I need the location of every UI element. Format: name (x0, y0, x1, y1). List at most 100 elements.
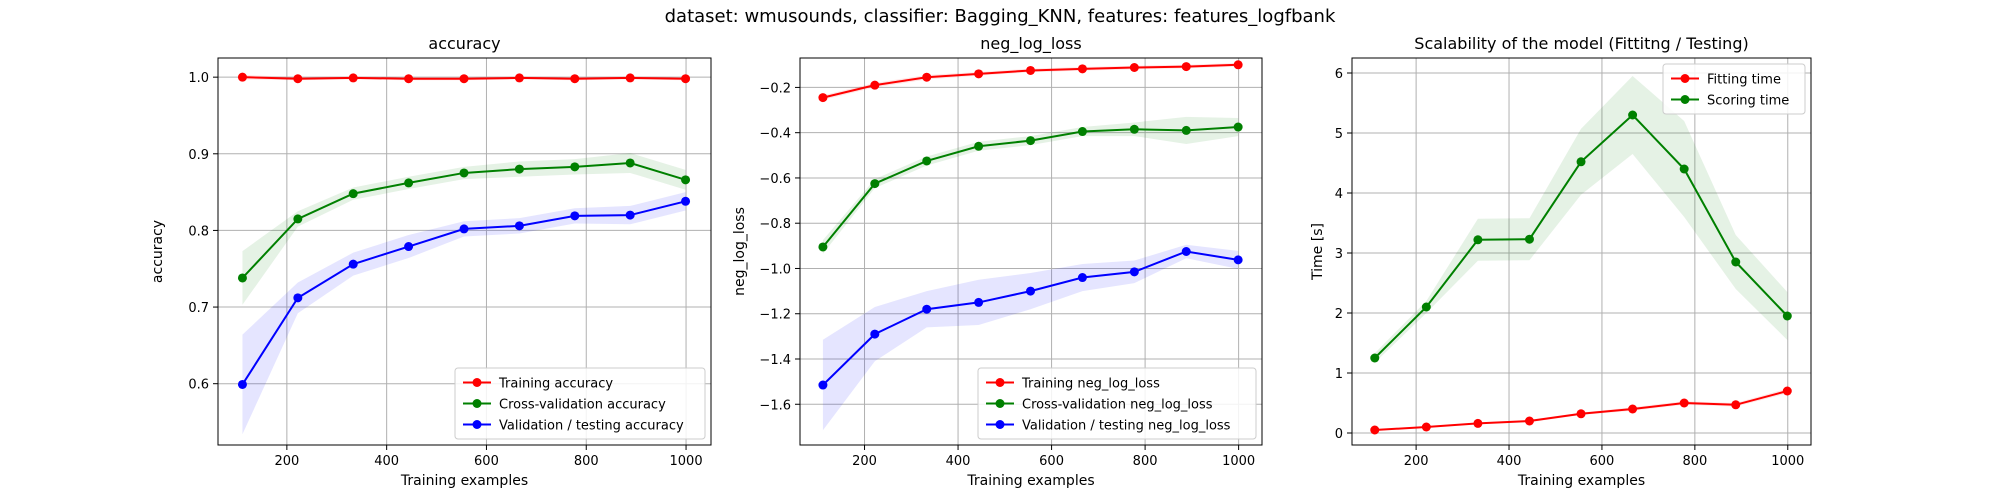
x-tick-label: 200 (274, 454, 299, 469)
legend: Training neg_log_loss Cross-validation ne… (977, 367, 1257, 440)
training-neg-log-loss-point (818, 93, 828, 103)
plot-frame (217, 57, 712, 446)
y-tick-label: −0.6 (759, 172, 791, 187)
fitting-time-point (1421, 422, 1431, 432)
legend-box (1662, 63, 1806, 115)
fitting-time-point (1679, 398, 1689, 408)
legend-swatch-marker (1680, 74, 1690, 83)
legend: Fitting time Scoring time (1662, 63, 1806, 115)
cross-validation-neg-log-loss-point (974, 141, 984, 151)
validation-testing-accuracy-point (514, 221, 524, 231)
y-tick-label: 0.7 (188, 301, 209, 316)
training-neg-log-loss-point (1077, 64, 1087, 74)
y-tick-label: −1.6 (759, 398, 791, 413)
cross-validation-accuracy-point (348, 189, 358, 199)
training-neg-log-loss-point (922, 72, 932, 82)
validation-testing-neg-log-loss-band (822, 244, 1239, 431)
x-axis-label: Training examples (966, 473, 1094, 489)
cross-validation-neg-log-loss-point (1077, 127, 1087, 137)
y-tick-label: −1.2 (759, 308, 791, 323)
x-tick-label: 600 (1039, 454, 1064, 469)
cross-validation-neg-log-loss-point (1233, 122, 1243, 132)
cross-validation-accuracy-point (293, 214, 303, 224)
validation-testing-accuracy-point (293, 293, 303, 303)
training-neg-log-loss-point (870, 80, 880, 90)
cross-validation-accuracy-point (514, 164, 524, 174)
training-accuracy-point (459, 74, 469, 84)
validation-testing-accuracy-point (681, 196, 691, 206)
fitting-time-point (1628, 404, 1638, 414)
x-axis-label: Training examples (1517, 473, 1645, 489)
y-tick-label: 0.8 (188, 224, 209, 239)
legend-swatch-marker (1680, 95, 1690, 104)
training-neg-log-loss-point (974, 69, 984, 79)
training-neg-log-loss-point (1233, 60, 1243, 70)
legend-box (454, 367, 706, 440)
y-tick-label: 5 (1335, 127, 1343, 142)
scoring-time-point (1473, 235, 1483, 245)
fitting-time-point (1524, 416, 1534, 426)
accuracy-plot: 200 400 600 800 1000 0.6 0.7 0.8 0.9 1.0 accuracy T… (150, 34, 712, 489)
y-tick-label: 1 (1335, 367, 1343, 382)
validation-testing-accuracy-point (348, 259, 358, 269)
training-accuracy-point (237, 72, 247, 82)
legend-swatch-marker (472, 420, 482, 429)
y-tick-label: 0.9 (188, 148, 209, 163)
legend-label: Cross-validation neg_log_loss (1022, 398, 1213, 413)
x-axis-label: Training examples (400, 473, 528, 489)
cross-validation-neg-log-loss-point (870, 179, 880, 189)
x-tick-label: 600 (474, 454, 499, 469)
scoring-time-point (1524, 234, 1534, 244)
x-tick-label: 600 (1590, 454, 1615, 469)
plot-frame (1351, 57, 1812, 446)
y-tick-label: 4 (1335, 187, 1343, 202)
validation-testing-accuracy-point (459, 224, 469, 234)
x-tick-label: 1000 (670, 454, 703, 469)
training-accuracy-point (625, 73, 635, 83)
validation-testing-neg-log-loss-point (974, 297, 984, 307)
y-tick-label: 1.0 (188, 71, 209, 86)
training-neg-log-loss-point (1129, 63, 1139, 73)
legend-swatch-marker (995, 378, 1005, 387)
y-tick-label: 3 (1335, 247, 1343, 262)
scoring-time-point (1782, 311, 1792, 321)
validation-testing-accuracy-point (404, 242, 414, 252)
training-accuracy-point (514, 73, 524, 83)
legend-label: Training accuracy (498, 377, 613, 392)
fitting-time-point (1576, 409, 1586, 419)
plot-frame (799, 57, 1263, 446)
y-tick-label: 0 (1335, 427, 1343, 442)
scoring-time-point (1576, 157, 1586, 167)
validation-testing-neg-log-loss-point (818, 380, 828, 390)
scoring-time-band (1374, 76, 1788, 363)
validation-testing-accuracy-point (237, 379, 247, 389)
y-tick-label: −0.8 (759, 217, 791, 232)
legend-swatch-marker (995, 399, 1005, 408)
legend-swatch-marker (472, 378, 482, 387)
y-tick-label: 6 (1335, 67, 1343, 82)
x-tick-label: 800 (574, 454, 599, 469)
fitting-time-point (1782, 386, 1792, 396)
fitting-time-point (1473, 418, 1483, 428)
x-tick-label: 400 (1497, 454, 1522, 469)
y-tick-label: 0.6 (188, 378, 209, 393)
x-tick-label: 200 (1404, 454, 1429, 469)
validation-testing-neg-log-loss-point (870, 329, 880, 339)
scoring-time-point (1421, 302, 1431, 312)
y-axis-label: accuracy (150, 220, 166, 283)
validation-testing-neg-log-loss-point (1129, 267, 1139, 277)
y-tick-label: −1.4 (759, 353, 791, 368)
cross-validation-neg-log-loss-point (1129, 124, 1139, 134)
training-accuracy-point (404, 74, 414, 84)
validation-testing-neg-log-loss-point (1077, 273, 1087, 283)
legend-box (977, 367, 1257, 440)
scoring-time-point (1731, 257, 1741, 267)
scoring-time-point (1370, 353, 1380, 363)
legend-swatch-marker (472, 399, 482, 408)
training-accuracy-point (570, 74, 580, 84)
validation-testing-accuracy-point (570, 211, 580, 221)
x-tick-label: 200 (852, 454, 877, 469)
legend-label: Scoring time (1707, 94, 1789, 109)
training-neg-log-loss-point (1181, 62, 1191, 72)
